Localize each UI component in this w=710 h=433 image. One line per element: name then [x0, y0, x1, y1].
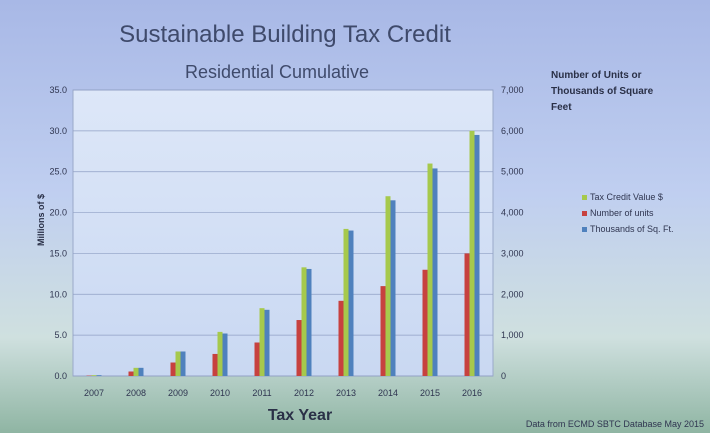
bar-tax-credit [343, 228, 349, 376]
bar-tax-credit [175, 351, 181, 376]
bar-tax-credit [427, 163, 433, 376]
y-tick-label: 5.0 [54, 330, 67, 340]
bar-thousands-sqft [348, 230, 354, 376]
y2-tick-label: 7,000 [501, 85, 524, 95]
y-tick-label: 0.0 [54, 371, 67, 381]
legend-swatch [582, 227, 587, 232]
x-axis-label: Tax Year [268, 407, 332, 424]
x-tick-label: 2007 [84, 388, 104, 398]
bar-tax-credit [301, 267, 307, 376]
legend-swatch [582, 211, 587, 216]
bar-number-of-units [170, 362, 176, 376]
x-tick-label: 2014 [378, 388, 398, 398]
bar-thousands-sqft [390, 200, 396, 376]
y-axis-ticks: 0.0 5.0 10.0 15.0 20.0 25.0 30.0 35.0 [49, 85, 67, 381]
bar-number-of-units [212, 353, 218, 376]
y-tick-label: 10.0 [49, 289, 67, 299]
bar-thousands-sqft [180, 351, 186, 376]
bar-tax-credit [469, 130, 475, 376]
legend: Tax Credit Value $ Number of units Thousan… [582, 192, 674, 234]
x-tick-label: 2016 [462, 388, 482, 398]
y2-tick-label: 2,000 [501, 289, 524, 299]
bar-number-of-units [296, 320, 302, 376]
bar-tax-credit [217, 331, 223, 376]
y2-tick-label: 1,000 [501, 330, 524, 340]
bar-tax-credit [91, 375, 97, 376]
x-tick-label: 2013 [336, 388, 356, 398]
legend-entry: Thousands of Sq. Ft. [590, 224, 674, 234]
y-tick-label: 35.0 [49, 85, 67, 95]
x-tick-label: 2008 [126, 388, 146, 398]
bar-thousands-sqft [138, 367, 144, 376]
bar-thousands-sqft [432, 168, 438, 376]
bar-thousands-sqft [96, 375, 102, 376]
y-tick-label: 15.0 [49, 248, 67, 258]
x-tick-label: 2011 [252, 388, 271, 398]
bar-number-of-units [422, 269, 428, 376]
bar-number-of-units [380, 286, 386, 376]
legend-swatch [582, 195, 587, 200]
y2-axis-label: Number of Units or Thousands of Square Fee… [551, 70, 654, 113]
x-tick-label: 2012 [294, 388, 314, 398]
x-tick-label: 2009 [168, 388, 188, 398]
bar-tax-credit [259, 308, 265, 376]
legend-entry: Number of units [590, 208, 654, 218]
bar-number-of-units [254, 342, 260, 376]
bar-number-of-units [128, 371, 134, 376]
bar-tax-credit [133, 367, 139, 376]
source-note: Data from ECMD SBTC Database May 2015 [526, 419, 704, 429]
y2-tick-label: 0 [501, 371, 506, 381]
y-tick-label: 30.0 [49, 126, 67, 136]
y2-tick-label: 6,000 [501, 126, 524, 136]
y2-tick-label: 5,000 [501, 167, 524, 177]
y2-tick-label: 4,000 [501, 208, 524, 218]
x-tick-label: 2010 [210, 388, 230, 398]
y-tick-label: 25.0 [49, 167, 67, 177]
y2-axis-ticks: 0 1,000 2,000 3,000 4,000 5,000 6,000 7,000 [501, 85, 524, 381]
y2-tick-label: 3,000 [501, 248, 524, 258]
bar-thousands-sqft [306, 268, 312, 376]
bar-number-of-units [464, 253, 470, 376]
bars [86, 130, 480, 376]
chart-title: Sustainable Building Tax Credit [119, 21, 451, 48]
y-axis-label: Millions of $ [36, 194, 46, 246]
chart-subtitle: Residential Cumulative [185, 62, 369, 82]
y-tick-label: 20.0 [49, 208, 67, 218]
bar-thousands-sqft [222, 333, 228, 376]
x-tick-label: 2015 [420, 388, 440, 398]
bar-tax-credit [385, 196, 391, 376]
x-axis-ticks: 2007 2008 2009 2010 2011 2012 2013 2014 2015 2016 [84, 388, 482, 398]
legend-entry: Tax Credit Value $ [590, 192, 663, 202]
bar-thousands-sqft [474, 134, 480, 376]
bar-thousands-sqft [264, 309, 270, 376]
bar-number-of-units [338, 300, 344, 376]
